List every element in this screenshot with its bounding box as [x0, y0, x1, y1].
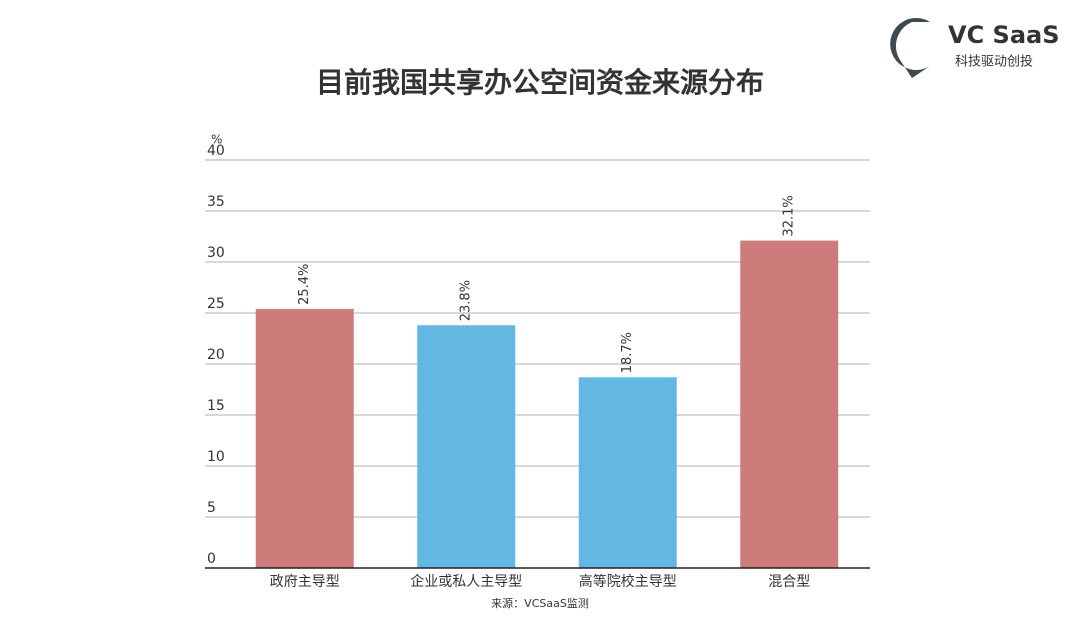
bar — [255, 308, 354, 568]
x-tick-label: 政府主导型 — [270, 574, 340, 590]
value-label: 32.1% — [782, 195, 797, 236]
y-tick-label: 35 — [207, 194, 225, 210]
logo-hole — [911, 33, 933, 55]
x-tick-label: 高等院校主导型 — [579, 573, 677, 590]
y-tick-label: 10 — [207, 449, 225, 465]
y-tick-label: 40 — [207, 143, 225, 159]
y-tick-label: 20 — [207, 347, 225, 363]
source: 来源：VCSaaS监测 — [491, 596, 589, 610]
logo-mark — [890, 17, 930, 79]
value-label: 18.7% — [620, 332, 635, 373]
bar — [740, 240, 839, 568]
brand-tagline: 科技驱动创投 — [955, 54, 1033, 70]
bar — [578, 377, 677, 568]
y-tick-label: 30 — [207, 245, 225, 261]
x-tick-label: 混合型 — [768, 574, 810, 590]
logo: VC SaaS 科技驱动创投 — [890, 17, 1060, 79]
bar — [417, 325, 516, 568]
y-axis-unit: % — [211, 133, 222, 147]
value-label: 23.8% — [459, 280, 474, 321]
value-label: 25.4% — [297, 264, 312, 305]
brand-name: VC SaaS — [948, 21, 1060, 49]
x-tick-label: 企业或私人主导型 — [410, 573, 522, 590]
y-tick-label: 15 — [207, 398, 225, 414]
y-tick-label: 25 — [207, 296, 225, 312]
chart-title: 目前我国共享办公空间资金来源分布 — [316, 66, 764, 99]
y-tick-label: 5 — [207, 500, 216, 516]
y-tick-label: 0 — [207, 551, 216, 567]
